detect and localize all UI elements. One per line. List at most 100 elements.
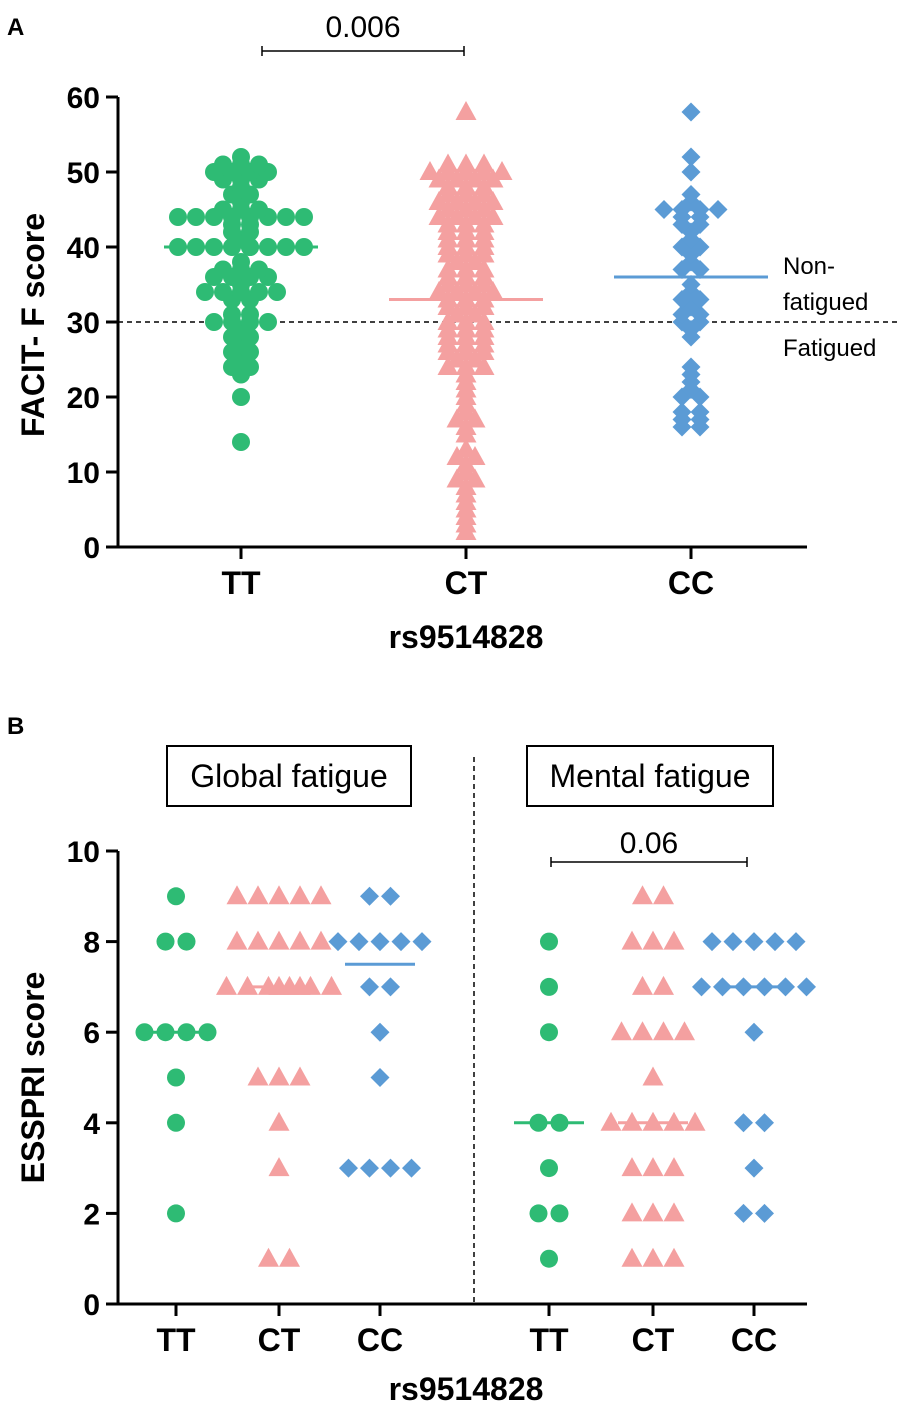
- data-point: [455, 101, 477, 120]
- x-tick-label: CC: [357, 1322, 403, 1358]
- data-point: [797, 977, 816, 997]
- group-label-box: [166, 745, 412, 807]
- data-point: [611, 1021, 632, 1041]
- data-point: [381, 1158, 400, 1178]
- data-point: [663, 1202, 685, 1222]
- data-point: [723, 932, 743, 952]
- data-point: [279, 1247, 300, 1267]
- data-point: [187, 208, 205, 226]
- data-point: [349, 932, 369, 952]
- data-point: [310, 885, 332, 905]
- y-axis-title: FACIT- F score: [15, 213, 51, 437]
- data-point: [412, 932, 432, 952]
- data-point: [653, 1021, 674, 1041]
- data-point: [744, 1158, 764, 1178]
- data-point: [321, 975, 342, 995]
- data-point: [642, 1157, 664, 1177]
- y-tick-label: 10: [67, 836, 100, 869]
- data-point: [663, 930, 685, 950]
- data-point: [621, 1157, 643, 1177]
- data-point: [455, 438, 477, 458]
- data-point: [600, 1111, 622, 1131]
- data-point: [540, 932, 558, 951]
- data-point: [250, 283, 268, 301]
- y-tick-label: 0: [83, 1289, 100, 1322]
- data-point: [632, 1021, 653, 1041]
- data-point: [247, 930, 269, 950]
- data-point: [268, 1066, 290, 1086]
- data-point: [455, 153, 477, 173]
- x-tick-label: TT: [221, 565, 261, 601]
- data-point: [632, 885, 653, 905]
- data-point: [419, 161, 441, 180]
- data-point: [360, 886, 379, 906]
- panel-label: B: [7, 713, 24, 740]
- data-point: [169, 208, 187, 226]
- x-tick-label: CC: [668, 565, 714, 601]
- data-point: [250, 200, 268, 219]
- group-label: Global fatigue: [190, 758, 387, 794]
- data-point: [654, 200, 674, 219]
- data-point: [241, 305, 259, 324]
- data-point: [214, 260, 232, 279]
- data-point: [268, 283, 286, 301]
- data-point: [289, 1066, 311, 1086]
- data-point: [167, 1204, 185, 1223]
- data-point: [734, 1203, 753, 1223]
- data-point: [167, 1068, 185, 1087]
- data-point: [621, 1202, 643, 1222]
- data-point: [205, 313, 223, 331]
- data-point: [259, 313, 277, 331]
- data-point: [196, 283, 214, 301]
- data-point: [391, 932, 411, 952]
- data-point: [226, 885, 248, 905]
- y-tick-label: 40: [67, 232, 100, 265]
- y-tick-label: 50: [67, 157, 100, 190]
- data-point: [540, 1023, 558, 1042]
- reference-label-above: Non-: [783, 253, 835, 280]
- p-value-label: 0.006: [325, 11, 400, 44]
- data-point: [642, 1202, 664, 1222]
- x-tick-label: CC: [731, 1322, 777, 1358]
- data-point: [232, 388, 250, 406]
- data-point: [681, 357, 701, 377]
- data-point: [674, 1021, 695, 1041]
- y-tick-label: 10: [67, 457, 100, 490]
- data-point: [663, 1157, 685, 1177]
- data-point: [258, 1247, 279, 1267]
- data-point: [247, 1066, 269, 1086]
- group-label: Mental fatigue: [549, 758, 750, 794]
- data-point: [653, 975, 674, 995]
- data-point: [529, 1204, 548, 1223]
- panel-b: B Global fatigue Mental fatigue 0 2 4 6 8 10 TT CT…: [7, 713, 816, 1406]
- data-point: [360, 977, 379, 997]
- data-point: [744, 1022, 764, 1042]
- data-point: [289, 885, 311, 905]
- data-point: [268, 1157, 290, 1177]
- panel-label: A: [7, 14, 24, 41]
- data-point: [328, 932, 348, 952]
- data-point: [370, 932, 390, 952]
- data-point: [268, 1111, 290, 1131]
- data-point: [681, 275, 701, 294]
- data-point: [642, 1247, 664, 1267]
- data-point: [672, 402, 692, 422]
- y-tick-label: 20: [67, 382, 100, 415]
- data-point: [268, 930, 290, 950]
- data-point: [223, 305, 241, 324]
- x-axis-title: rs9514828: [389, 1371, 544, 1406]
- x-tick-label: CT: [445, 565, 488, 601]
- data-point: [289, 930, 311, 950]
- data-point: [540, 977, 558, 996]
- x-tick-label: TT: [156, 1322, 196, 1358]
- data-point: [232, 253, 250, 271]
- data-point: [550, 1204, 569, 1223]
- data-point: [339, 1158, 358, 1178]
- data-point: [250, 155, 268, 174]
- data-point: [473, 153, 495, 173]
- p-value-label: 0.06: [620, 827, 678, 860]
- data-point: [247, 885, 269, 905]
- data-point: [663, 1247, 685, 1267]
- data-point: [167, 887, 185, 906]
